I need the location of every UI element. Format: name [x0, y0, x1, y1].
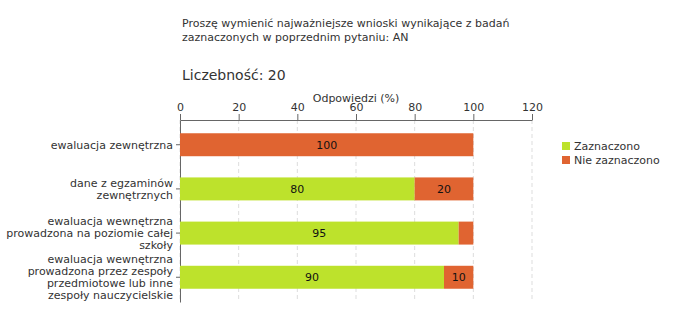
tick-mark	[415, 114, 416, 120]
text-line: zewnętrznych	[97, 189, 173, 202]
tick-label: 100	[463, 101, 484, 114]
data-label: 20	[437, 183, 451, 196]
text-line: zaznaczonych w poprzednim pytaniu: AN	[182, 31, 409, 44]
bar	[180, 133, 473, 156]
category-label: ewaluacja wewnętrznaprowadzona przez zes…	[28, 253, 174, 302]
data-labels: 80 95 90 100 20 10	[290, 139, 465, 285]
tick-label: 80	[408, 101, 422, 114]
bar	[415, 177, 474, 200]
bar	[180, 177, 415, 200]
tick-mark	[176, 233, 180, 234]
category-label: ewaluacja zewnętrzna	[51, 139, 173, 152]
x-axis: 0 20 40 60 80 100 120	[177, 101, 543, 121]
tick: 100	[463, 101, 484, 120]
tick-mark	[176, 188, 180, 189]
tick-label: 120	[522, 101, 543, 114]
tick: 20	[232, 101, 246, 120]
tick-mark	[356, 114, 357, 120]
text-line: szkoły	[139, 239, 173, 252]
grid	[180, 120, 532, 302]
title: Proszę wymienić najważniejsze wnioski wy…	[182, 17, 509, 44]
tick-label: 40	[291, 101, 305, 114]
legend-label: Zaznaczono	[574, 140, 640, 153]
tick: 60	[350, 101, 364, 120]
tick-mark	[297, 114, 298, 120]
tick: 0	[177, 101, 184, 120]
text-line: zespoły nauczycielskie	[48, 289, 173, 302]
subtitle: Liczebność: 20	[182, 67, 286, 83]
bar	[180, 266, 444, 289]
tick-label: 20	[232, 101, 246, 114]
data-label: 95	[312, 227, 326, 240]
legend-label: Nie zaznaczono	[574, 154, 660, 167]
category-label: ewaluacja wewnętrznaprowadzona na poziom…	[6, 215, 173, 252]
tick: ewaluacja wewnętrznaprowadzona na poziom…	[6, 215, 180, 252]
tick-label: 60	[350, 101, 364, 114]
category-label: dane z egzaminówzewnętrznych	[70, 177, 173, 202]
tick-mark	[176, 277, 180, 278]
tick: ewaluacja zewnętrzna	[51, 139, 180, 152]
bar	[444, 266, 473, 289]
tick-label: 0	[177, 101, 184, 114]
text-line: Proszę wymienić najważniejsze wnioski wy…	[182, 17, 509, 30]
tick-mark	[176, 144, 180, 145]
legend: ZaznaczonoNie zaznaczono	[562, 140, 660, 167]
data-label: 90	[305, 271, 319, 284]
axis-line	[181, 120, 533, 121]
tick-mark	[239, 114, 240, 120]
data-label: 100	[316, 139, 337, 152]
y-axis: ewaluacja zewnętrzna dane z egzaminówzewn…	[6, 121, 180, 303]
tick-mark	[532, 114, 533, 120]
chart: Proszę wymienić najważniejsze wnioski wy…	[0, 0, 680, 320]
bar	[180, 222, 459, 245]
data-label: 10	[452, 271, 466, 284]
text-line: ewaluacja zewnętrzna	[51, 139, 173, 152]
legend-swatch	[562, 156, 570, 164]
tick-mark	[180, 114, 181, 120]
tick: 120	[522, 101, 543, 120]
tick: dane z egzaminówzewnętrznych	[70, 177, 180, 202]
tick-mark	[473, 114, 474, 120]
tick: 80	[408, 101, 422, 120]
tick: 40	[291, 101, 305, 120]
bar	[459, 222, 474, 245]
legend-swatch	[562, 142, 570, 150]
legend-item: Nie zaznaczono	[562, 154, 660, 167]
tick: ewaluacja wewnętrznaprowadzona przez zes…	[28, 253, 180, 302]
grid-line	[532, 120, 533, 302]
legend-item: Zaznaczono	[562, 140, 640, 153]
data-label: 80	[290, 183, 304, 196]
bars	[180, 133, 473, 288]
